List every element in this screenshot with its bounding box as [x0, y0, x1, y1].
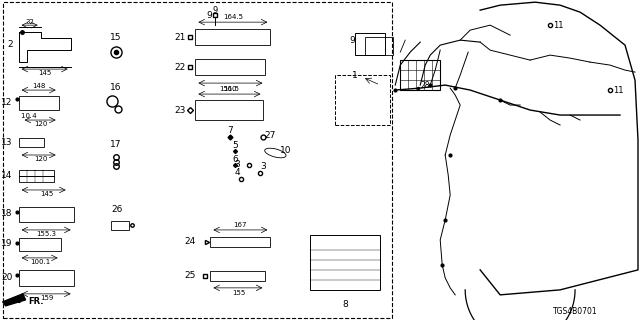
Text: 32: 32 [25, 19, 34, 25]
Text: 148: 148 [32, 83, 45, 89]
Text: 7: 7 [228, 125, 234, 134]
Text: 167: 167 [234, 222, 247, 228]
Text: 160: 160 [223, 86, 237, 92]
Bar [19, 96, 59, 110]
Text: TGS4B0701: TGS4B0701 [554, 307, 598, 316]
Text: 12: 12 [1, 98, 13, 107]
Text: 3: 3 [260, 163, 266, 172]
Text: 11: 11 [612, 85, 623, 95]
Text: 120: 120 [34, 121, 47, 127]
Text: 145: 145 [38, 70, 51, 76]
Text: 155: 155 [232, 290, 245, 296]
Text: 6: 6 [232, 155, 238, 164]
Text: 164.5: 164.5 [223, 14, 243, 20]
Bar [3, 2, 392, 318]
Text: 10 4: 10 4 [21, 113, 36, 119]
Bar [19, 270, 74, 286]
Bar [195, 59, 266, 75]
Bar [355, 33, 385, 55]
Text: 151.5: 151.5 [220, 86, 239, 92]
Text: 15: 15 [110, 33, 122, 42]
Text: 21: 21 [174, 33, 186, 42]
Text: 14: 14 [1, 172, 13, 180]
Text: 9: 9 [349, 36, 355, 44]
Text: 19: 19 [1, 239, 13, 248]
Text: 27: 27 [265, 131, 276, 140]
Text: 18: 18 [1, 210, 13, 219]
Text: 155.3: 155.3 [36, 231, 56, 237]
Text: 22: 22 [174, 63, 186, 72]
Text: 5: 5 [232, 140, 238, 149]
Text: 159: 159 [40, 295, 53, 301]
Text: FR.: FR. [29, 297, 44, 306]
Text: 3: 3 [234, 161, 240, 170]
Text: 26: 26 [112, 205, 124, 214]
Text: 23: 23 [174, 106, 186, 115]
Bar [400, 60, 440, 90]
Polygon shape [3, 294, 26, 306]
Bar [335, 75, 390, 125]
Bar [195, 100, 264, 120]
Text: 100.1: 100.1 [31, 259, 51, 265]
Bar [19, 138, 44, 147]
Text: 9: 9 [207, 11, 212, 20]
Text: 8: 8 [342, 300, 348, 309]
Text: 145: 145 [40, 191, 53, 197]
Bar [111, 221, 129, 230]
Text: 16: 16 [110, 83, 122, 92]
Text: 120: 120 [34, 156, 47, 162]
Bar [195, 29, 270, 45]
Text: 28: 28 [420, 81, 429, 90]
Bar [211, 237, 270, 247]
Text: 11: 11 [553, 20, 563, 30]
Text: 17: 17 [110, 140, 122, 148]
Bar [211, 271, 266, 281]
Text: 1: 1 [353, 71, 358, 80]
Text: 20: 20 [1, 273, 13, 282]
Text: 9: 9 [213, 6, 218, 15]
Text: 10: 10 [280, 146, 291, 155]
Bar [19, 170, 54, 182]
Text: 24: 24 [184, 237, 195, 246]
Bar [365, 37, 393, 55]
Bar [310, 235, 380, 290]
Text: 2: 2 [7, 40, 13, 49]
Bar [19, 238, 61, 251]
Text: 4: 4 [235, 169, 240, 178]
Text: 13: 13 [1, 138, 13, 147]
Bar [19, 207, 74, 222]
Text: 25: 25 [184, 271, 195, 280]
